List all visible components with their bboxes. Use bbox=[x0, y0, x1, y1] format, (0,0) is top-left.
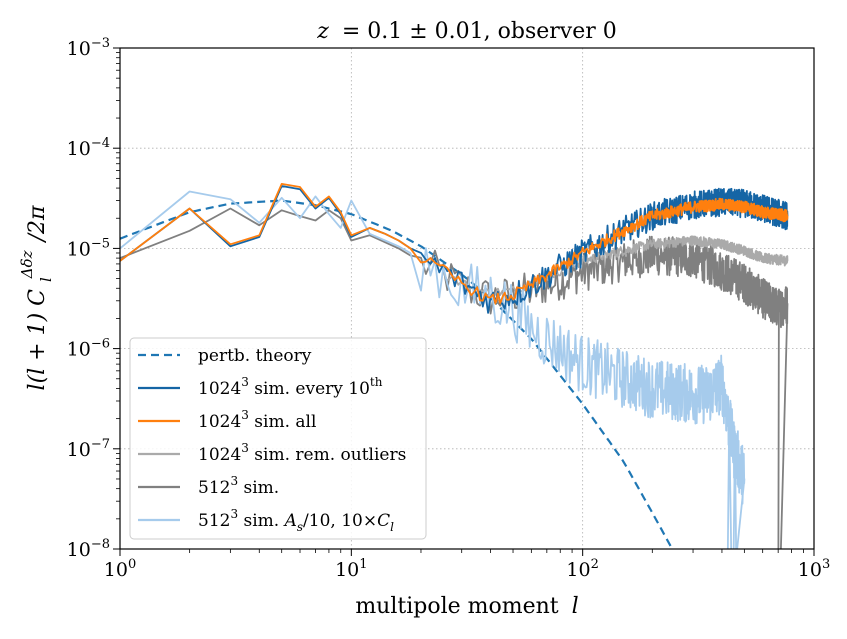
y-tick-label: 10−7 bbox=[67, 437, 110, 461]
x-tick-label: 103 bbox=[798, 557, 830, 581]
x-tick-label: 102 bbox=[566, 557, 598, 581]
chart-title: z = 0.1 ± 0.01, observer 0 bbox=[316, 19, 617, 44]
tick-layer: 100 101 102 103 10−8 10−7 10−6 10−5 10−4 10−3 bbox=[67, 36, 831, 581]
series-line-sim1024-all bbox=[120, 183, 789, 305]
y-tick-label: 10−4 bbox=[67, 136, 110, 160]
y-axis-label-sup: Δδz bbox=[18, 250, 36, 279]
y-tick-label: 10−6 bbox=[67, 337, 110, 361]
legend-frame bbox=[129, 337, 427, 540]
legend-label-sim512-scaled: 5123 sim. As/10, 10×Cl bbox=[198, 507, 394, 534]
series-layer bbox=[120, 183, 789, 549]
chart-title-var: z bbox=[316, 19, 329, 44]
legend-label-theory: pertb. theory bbox=[198, 346, 312, 366]
legend-label-sim1024-every10: 10243 sim. every 10th bbox=[198, 375, 383, 399]
x-axis-label: multipole moment l bbox=[355, 594, 578, 619]
y-axis-label-sub: l bbox=[37, 277, 55, 282]
series-line-sim512-scaled bbox=[120, 190, 746, 549]
x-axis-label-var: l bbox=[572, 594, 579, 619]
plot-frame bbox=[119, 47, 815, 550]
series-line-sim512 bbox=[120, 207, 789, 549]
y-axis-label-post: /2π bbox=[25, 205, 50, 243]
chart-title-rest: = 0.1 ± 0.01, observer 0 bbox=[342, 19, 617, 44]
y-axis-label-main: l(l + 1) C bbox=[25, 289, 50, 391]
legend-label-sim512: 5123 sim. bbox=[198, 474, 279, 498]
legend-label-sim1024-all: 10243 sim. all bbox=[198, 408, 316, 432]
y-tick-label: 10−8 bbox=[67, 537, 110, 561]
y-tick-label: 10−3 bbox=[67, 36, 110, 60]
legend: pertb. theory 10243 sim. every 10th 10243 … bbox=[129, 337, 427, 540]
series-line-theory bbox=[120, 199, 674, 549]
x-axis-label-text: multipole moment bbox=[355, 594, 558, 619]
y-tick-label: 10−5 bbox=[67, 236, 110, 260]
series-line-sim1024-rem bbox=[442, 235, 789, 298]
x-tick-label: 101 bbox=[335, 557, 367, 581]
legend-label-sim1024-rem: 10243 sim. rem. outliers bbox=[198, 441, 406, 465]
y-axis-label: l(l + 1) C l Δδz /2π bbox=[13, 205, 57, 390]
x-tick-label: 100 bbox=[104, 557, 136, 581]
series-line-sim1024-every10 bbox=[120, 185, 789, 314]
